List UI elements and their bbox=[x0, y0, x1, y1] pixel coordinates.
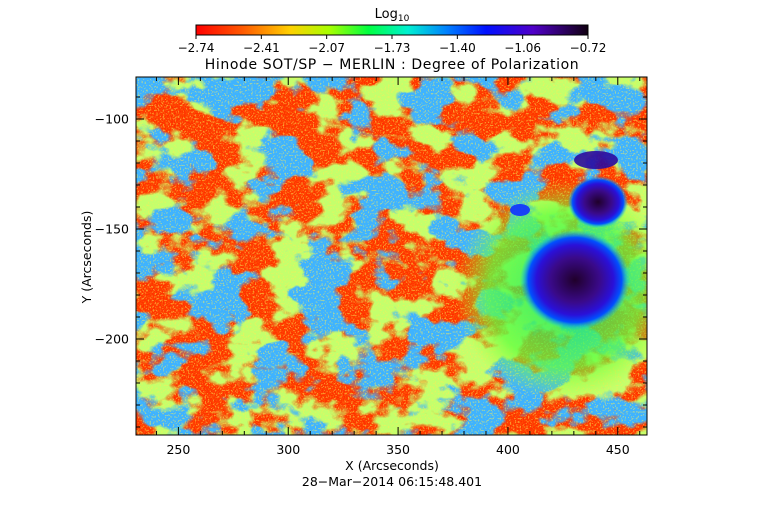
x-axis-label: X (Arcseconds) bbox=[345, 458, 439, 473]
y-tick-label: −100 bbox=[95, 112, 129, 127]
colorbar-tick-label: −1.40 bbox=[439, 41, 476, 55]
x-axis-ticks: 250 300 350 400 450 bbox=[155, 77, 641, 457]
colorbar-ticks: −2.74 −2.41 −2.07 −1.73 −1.40 −1.06 −0.72 bbox=[178, 35, 607, 55]
y-axis-ticks: −100 −150 −200 bbox=[95, 96, 647, 428]
y-axis-label: Y (Arcseconds) bbox=[79, 211, 94, 305]
y-tick-label: −200 bbox=[95, 332, 129, 347]
x-tick-label: 350 bbox=[386, 442, 410, 457]
colorbar-tick-label: −1.73 bbox=[374, 41, 411, 55]
y-tick-label: −150 bbox=[95, 222, 129, 237]
plot-frame bbox=[135, 76, 648, 436]
colorbar bbox=[195, 24, 589, 36]
timestamp: 28−Mar−2014 06:15:48.401 bbox=[302, 474, 482, 489]
colorbar-tick-label: −0.72 bbox=[570, 41, 607, 55]
x-tick-label: 250 bbox=[166, 442, 190, 457]
colorbar-tick-label: −2.41 bbox=[243, 41, 280, 55]
page-title: Hinode SOT/SP − MERLIN : Degree of Polar… bbox=[205, 57, 580, 73]
polarization-map-image bbox=[136, 77, 647, 435]
colorbar-tick-label: −2.74 bbox=[178, 41, 215, 55]
x-tick-label: 300 bbox=[276, 442, 300, 457]
colorbar-label: Log10 bbox=[375, 7, 410, 24]
x-tick-label: 400 bbox=[496, 442, 520, 457]
colorbar-tick-label: −2.07 bbox=[308, 41, 345, 55]
x-tick-label: 450 bbox=[606, 442, 630, 457]
colorbar-tick-label: −1.06 bbox=[504, 41, 541, 55]
